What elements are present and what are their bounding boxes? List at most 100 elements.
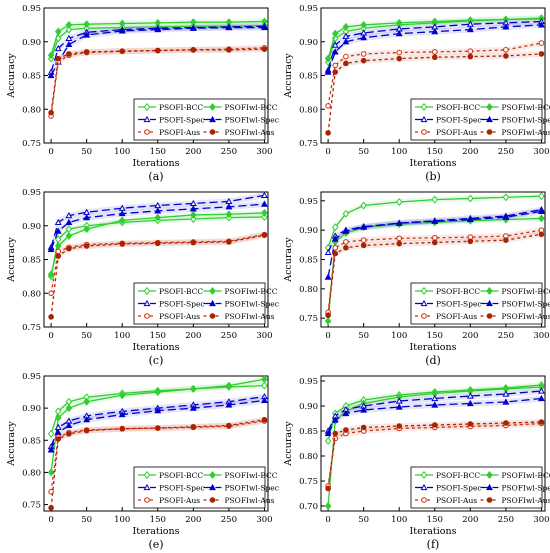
data-point bbox=[324, 429, 332, 437]
series-band bbox=[51, 416, 265, 511]
x-tick-label: 100 bbox=[114, 331, 130, 341]
y-tick-label: 0.90 bbox=[299, 402, 318, 412]
data-point bbox=[154, 240, 161, 247]
legend-marker bbox=[486, 287, 493, 295]
x-tick-label: 150 bbox=[427, 515, 443, 525]
data-point bbox=[395, 397, 403, 404]
legend-marker bbox=[486, 483, 493, 491]
data-point bbox=[189, 24, 197, 31]
data-point bbox=[538, 192, 545, 201]
data-point bbox=[502, 398, 510, 405]
legend-entry: PSOFIwl-Aus bbox=[225, 312, 275, 321]
data-point bbox=[502, 213, 510, 220]
x-tick-label: 50 bbox=[358, 515, 369, 525]
plot-area bbox=[47, 17, 268, 120]
data-point bbox=[260, 192, 268, 198]
series-band bbox=[328, 395, 542, 437]
data-point bbox=[190, 239, 197, 246]
x-tick-label: 50 bbox=[81, 515, 92, 525]
data-point bbox=[226, 239, 232, 245]
data-point bbox=[55, 253, 62, 259]
data-point bbox=[342, 409, 350, 417]
legend-entry: PSOFIwl-BCC bbox=[502, 471, 550, 480]
x-tick-label: 0 bbox=[325, 147, 330, 157]
panel-label: (a) bbox=[148, 170, 163, 183]
x-tick-label: 200 bbox=[185, 147, 201, 157]
legend-entry: PSOFI-Spec bbox=[159, 484, 205, 493]
data-point bbox=[66, 431, 72, 437]
plot-area bbox=[324, 14, 545, 136]
data-point bbox=[538, 231, 545, 238]
data-point bbox=[65, 404, 73, 413]
legend-entry: PSOFIwl-BCC bbox=[225, 471, 278, 480]
data-point bbox=[65, 40, 73, 48]
data-point bbox=[154, 207, 162, 214]
x-tick-label: 150 bbox=[150, 331, 166, 341]
series-band bbox=[328, 193, 542, 251]
x-tick-label: 200 bbox=[462, 331, 478, 341]
data-point bbox=[538, 40, 545, 46]
y-tick-label: 0.95 bbox=[22, 4, 41, 14]
y-axis-label: Accuracy bbox=[283, 421, 294, 467]
legend-entry: PSOFI-BCC bbox=[436, 287, 480, 296]
data-point bbox=[83, 214, 91, 221]
legend-entry: PSOFI-BCC bbox=[159, 287, 203, 296]
y-tick-label: 0.85 bbox=[299, 256, 318, 266]
legend-marker bbox=[209, 115, 216, 123]
data-point bbox=[190, 210, 197, 219]
x-tick-label: 300 bbox=[533, 331, 549, 341]
data-point bbox=[154, 425, 161, 431]
series-band bbox=[328, 18, 542, 74]
legend-marker bbox=[209, 299, 216, 307]
legend-entry: PSOFIwl-Aus bbox=[502, 496, 550, 505]
data-point bbox=[83, 397, 90, 406]
data-point bbox=[332, 62, 339, 69]
data-point bbox=[467, 421, 474, 427]
x-tick-label: 100 bbox=[391, 331, 407, 341]
legend-marker bbox=[143, 471, 151, 479]
series-band bbox=[51, 209, 265, 278]
data-point bbox=[65, 231, 73, 240]
data-point bbox=[324, 317, 332, 326]
data-point bbox=[466, 25, 474, 33]
legend-marker bbox=[144, 129, 150, 135]
plot-area bbox=[324, 381, 545, 510]
y-tick-label: 0.70 bbox=[299, 502, 318, 512]
legend-entry: PSOFIwl-Spec bbox=[225, 116, 279, 125]
data-point bbox=[154, 388, 162, 397]
data-point bbox=[225, 210, 233, 219]
x-tick-label: 250 bbox=[221, 147, 237, 157]
data-point bbox=[65, 34, 73, 41]
y-tick-label: 0.75 bbox=[299, 314, 318, 324]
data-point bbox=[431, 49, 438, 55]
legend-entry: PSOFIwl-BCC bbox=[502, 103, 550, 112]
x-tick-label: 250 bbox=[498, 147, 514, 157]
data-point bbox=[331, 29, 339, 38]
data-point bbox=[225, 381, 233, 390]
series-line bbox=[50, 25, 265, 73]
data-point bbox=[325, 485, 331, 492]
x-tick-label: 300 bbox=[256, 515, 272, 525]
legend-marker bbox=[209, 313, 216, 319]
x-tick-label: 150 bbox=[150, 515, 166, 525]
series-band bbox=[51, 382, 265, 437]
data-point bbox=[48, 290, 54, 297]
data-point bbox=[154, 407, 162, 414]
y-tick-label: 0.95 bbox=[299, 4, 318, 14]
series-band bbox=[328, 420, 542, 489]
data-point bbox=[431, 234, 438, 241]
data-point bbox=[65, 218, 73, 225]
chart-panel: 0.75 0.80 0.85 0.90 0.95 0 50 100 150 200 250 300 It… bbox=[6, 188, 279, 367]
data-point bbox=[65, 20, 73, 29]
series-line bbox=[50, 194, 265, 248]
x-tick-label: 200 bbox=[462, 147, 478, 157]
data-point bbox=[325, 130, 331, 136]
legend-marker bbox=[144, 313, 150, 319]
data-point bbox=[325, 103, 331, 109]
series-band bbox=[51, 376, 265, 476]
data-point bbox=[47, 468, 55, 477]
plot-area bbox=[47, 192, 268, 320]
data-point bbox=[190, 423, 197, 430]
series-band bbox=[51, 24, 265, 79]
data-point bbox=[360, 20, 367, 29]
